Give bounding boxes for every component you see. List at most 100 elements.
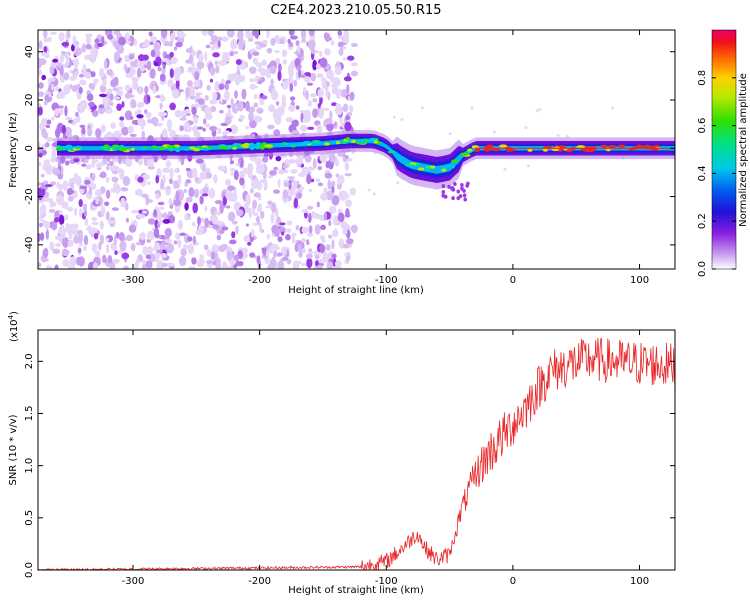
noise-dot	[58, 234, 63, 242]
ridge-blob	[608, 144, 617, 149]
ridge-blob	[643, 144, 651, 148]
noise-dot	[319, 244, 326, 254]
ridge-blob	[166, 145, 176, 149]
noise-dot	[106, 164, 110, 171]
noise-dot	[350, 224, 358, 234]
noise-dot	[40, 232, 45, 241]
noise-dot	[86, 34, 91, 46]
noise-dot	[135, 189, 144, 196]
noise-dot	[278, 226, 286, 235]
noise-dot	[333, 122, 337, 127]
noise-dot	[92, 262, 98, 269]
noise-dot	[78, 73, 85, 78]
noise-dot	[194, 176, 199, 183]
noise-dot	[76, 256, 81, 266]
noise-dot	[202, 163, 206, 172]
noise-dot	[254, 75, 259, 83]
ridge-blob	[233, 143, 238, 147]
noise-dot	[185, 86, 191, 98]
noise-dot	[332, 215, 339, 226]
noise-dot	[308, 188, 313, 193]
noise-dot	[168, 41, 174, 47]
noise-dot	[295, 105, 300, 110]
noise-dot	[200, 254, 205, 259]
noise-dot	[298, 250, 303, 259]
ridge-blob	[542, 148, 548, 152]
spectrogram-y-tick-label: -40	[24, 237, 35, 253]
noise-dot	[288, 158, 297, 164]
noise-dot	[335, 103, 342, 110]
snr-frame	[37, 329, 676, 571]
noise-dot	[88, 83, 94, 89]
noise-dot	[249, 78, 255, 83]
noise-dot	[138, 158, 143, 166]
noise-dot	[77, 229, 83, 236]
noise-dot	[148, 31, 153, 37]
noise-dot	[102, 78, 107, 88]
noise-dot	[191, 257, 197, 265]
noise-dot	[105, 176, 110, 183]
noise-dot	[288, 30, 295, 36]
noise-dot	[277, 178, 281, 188]
noise-dot	[278, 63, 282, 73]
noise-dot	[344, 162, 350, 172]
noise-dot	[39, 204, 47, 216]
noise-dot	[344, 252, 350, 257]
noise-dot	[301, 247, 307, 254]
noise-dot	[124, 64, 128, 72]
noise-dot	[324, 253, 330, 263]
noise-dot	[79, 124, 86, 128]
noise-dot	[161, 262, 168, 268]
noise-dot	[306, 239, 310, 246]
snr-x-axis: -300 -200 -100 0 100	[122, 330, 649, 587]
noise-dot	[125, 72, 134, 78]
noise-dot	[77, 105, 81, 110]
noise-dot	[116, 103, 123, 112]
noise-dot	[92, 159, 99, 163]
noise-dot	[111, 164, 116, 170]
noise-dot	[281, 94, 286, 105]
noise-dot	[146, 230, 155, 241]
noise-dot	[272, 108, 280, 120]
noise-dot	[103, 59, 108, 70]
noise-dot	[155, 175, 160, 184]
spectrogram-x-axis: -300 -200 -100 0 100	[122, 30, 649, 286]
noise-dot	[317, 182, 323, 187]
tail-dot	[453, 182, 457, 187]
noise-dot	[142, 43, 150, 48]
noise-dot	[112, 258, 120, 264]
noise-dot	[202, 193, 209, 197]
noise-dot	[58, 32, 65, 42]
noise-dot	[338, 47, 344, 56]
noise-dot	[40, 173, 45, 178]
noise-dot	[225, 178, 232, 187]
noise-dot	[253, 192, 261, 198]
noise-dot	[273, 166, 279, 171]
noise-dot	[350, 62, 358, 67]
noise-dot	[267, 200, 273, 206]
noise-dot	[273, 50, 280, 54]
noise-dot	[245, 100, 250, 112]
tail-dot	[441, 193, 446, 198]
noise-dot	[262, 247, 267, 256]
noise-dot	[147, 94, 151, 104]
noise-dot	[160, 181, 165, 189]
noise-dot	[113, 96, 121, 100]
noise-dot	[275, 57, 281, 65]
noise-dot	[90, 183, 97, 190]
noise-dot	[327, 180, 332, 190]
noise-dot	[290, 169, 298, 174]
noise-dot	[556, 133, 560, 137]
noise-dot	[227, 211, 236, 222]
noise-dot	[268, 104, 276, 112]
noise-dot	[187, 69, 192, 73]
noise-dot	[239, 115, 245, 120]
noise-dot	[261, 95, 268, 100]
noise-dot	[87, 225, 92, 230]
noise-dot	[249, 119, 257, 129]
spectrogram-x-tick-label: 100	[630, 275, 649, 286]
noise-dot	[316, 124, 323, 134]
noise-dot	[161, 68, 166, 74]
noise-dot	[77, 232, 84, 244]
noise-dot	[277, 168, 285, 175]
